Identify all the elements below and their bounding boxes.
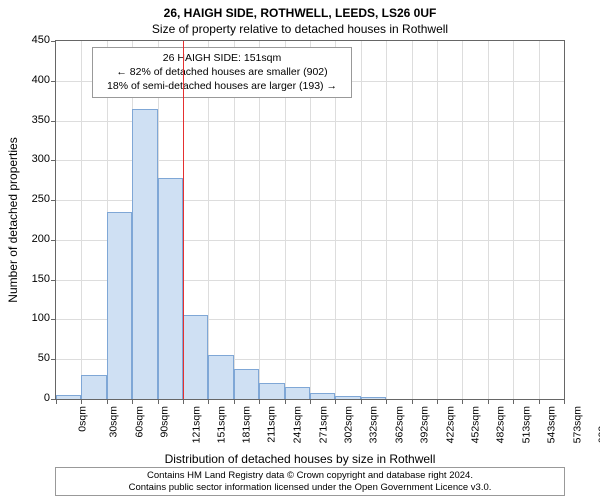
y-tick-label: 50 bbox=[10, 352, 50, 364]
x-tick-label: 271sqm bbox=[317, 406, 329, 443]
x-tick-label: 392sqm bbox=[419, 406, 431, 443]
x-tick-mark bbox=[437, 399, 438, 404]
histogram-bar bbox=[335, 396, 360, 399]
x-tick-mark bbox=[208, 399, 209, 404]
x-tick-label: 0sqm bbox=[77, 406, 89, 432]
y-tick-mark bbox=[51, 81, 56, 82]
x-tick-mark bbox=[234, 399, 235, 404]
annotation-line1: 26 HAIGH SIDE: 151sqm bbox=[99, 51, 345, 65]
y-tick-label: 150 bbox=[10, 273, 50, 285]
x-tick-label: 30sqm bbox=[108, 406, 120, 438]
histogram-bar bbox=[361, 397, 386, 399]
histogram-bar bbox=[107, 212, 132, 399]
histogram-bar bbox=[310, 393, 335, 399]
x-tick-mark bbox=[310, 399, 311, 404]
x-tick-mark bbox=[259, 399, 260, 404]
gridline-vertical bbox=[488, 41, 489, 399]
marker-line bbox=[183, 41, 184, 399]
x-tick-label: 603sqm bbox=[596, 406, 600, 443]
annotation-line3: 18% of semi-detached houses are larger (… bbox=[99, 79, 345, 93]
footer-attribution: Contains HM Land Registry data © Crown c… bbox=[55, 467, 565, 496]
y-tick-mark bbox=[51, 280, 56, 281]
gridline-vertical bbox=[462, 41, 463, 399]
x-tick-label: 332sqm bbox=[368, 406, 380, 443]
histogram-bar bbox=[259, 383, 284, 399]
y-tick-label: 400 bbox=[10, 74, 50, 86]
y-tick-mark bbox=[51, 200, 56, 201]
annotation-box: 26 HAIGH SIDE: 151sqm ← 82% of detached … bbox=[92, 47, 352, 98]
y-tick-mark bbox=[51, 359, 56, 360]
y-tick-label: 0 bbox=[10, 392, 50, 404]
x-tick-mark bbox=[335, 399, 336, 404]
x-tick-mark bbox=[81, 399, 82, 404]
gridline-vertical bbox=[361, 41, 362, 399]
x-tick-mark bbox=[488, 399, 489, 404]
chart-title-line1: 26, HAIGH SIDE, ROTHWELL, LEEDS, LS26 0U… bbox=[0, 0, 600, 20]
x-tick-label: 573sqm bbox=[571, 406, 583, 443]
x-tick-label: 181sqm bbox=[241, 406, 253, 443]
x-tick-label: 362sqm bbox=[393, 406, 405, 443]
x-tick-label: 543sqm bbox=[546, 406, 558, 443]
x-tick-mark bbox=[285, 399, 286, 404]
y-tick-label: 200 bbox=[10, 233, 50, 245]
x-tick-label: 90sqm bbox=[159, 406, 171, 438]
x-tick-mark bbox=[183, 399, 184, 404]
histogram-bar bbox=[234, 369, 259, 399]
y-tick-label: 250 bbox=[10, 193, 50, 205]
x-tick-label: 121sqm bbox=[190, 406, 202, 443]
x-tick-mark bbox=[539, 399, 540, 404]
x-tick-mark bbox=[386, 399, 387, 404]
y-tick-mark bbox=[51, 121, 56, 122]
x-tick-mark bbox=[361, 399, 362, 404]
y-tick-label: 100 bbox=[10, 312, 50, 324]
histogram-bar bbox=[285, 387, 310, 399]
y-tick-mark bbox=[51, 41, 56, 42]
x-tick-mark bbox=[462, 399, 463, 404]
histogram-bar bbox=[132, 109, 157, 399]
y-tick-mark bbox=[51, 399, 56, 400]
x-tick-mark bbox=[513, 399, 514, 404]
histogram-bar bbox=[81, 375, 106, 399]
gridline-vertical bbox=[513, 41, 514, 399]
chart-titles: 26, HAIGH SIDE, ROTHWELL, LEEDS, LS26 0U… bbox=[0, 0, 600, 36]
plot-area: 26 HAIGH SIDE: 151sqm ← 82% of detached … bbox=[55, 40, 565, 400]
x-tick-mark bbox=[564, 399, 565, 404]
y-tick-mark bbox=[51, 240, 56, 241]
x-axis-label: Distribution of detached houses by size … bbox=[0, 452, 600, 466]
x-tick-label: 60sqm bbox=[133, 406, 145, 438]
x-tick-mark bbox=[56, 399, 57, 404]
y-tick-mark bbox=[51, 319, 56, 320]
chart-title-line2: Size of property relative to detached ho… bbox=[0, 20, 600, 36]
y-tick-label: 450 bbox=[10, 34, 50, 46]
gridline-vertical bbox=[437, 41, 438, 399]
histogram-bar bbox=[208, 355, 233, 399]
footer-line1: Contains HM Land Registry data © Crown c… bbox=[60, 470, 560, 481]
gridline-vertical bbox=[539, 41, 540, 399]
x-tick-label: 151sqm bbox=[215, 406, 227, 443]
gridline-vertical bbox=[386, 41, 387, 399]
annotation-line2: ← 82% of detached houses are smaller (90… bbox=[99, 65, 345, 79]
histogram-bar bbox=[158, 178, 183, 399]
x-tick-mark bbox=[107, 399, 108, 404]
footer-line2: Contains public sector information licen… bbox=[60, 482, 560, 493]
histogram-bar bbox=[183, 315, 208, 399]
x-tick-label: 302sqm bbox=[342, 406, 354, 443]
gridline-vertical bbox=[412, 41, 413, 399]
y-tick-mark bbox=[51, 160, 56, 161]
x-tick-label: 241sqm bbox=[292, 406, 304, 443]
x-tick-label: 513sqm bbox=[520, 406, 532, 443]
x-tick-mark bbox=[412, 399, 413, 404]
histogram-bar bbox=[56, 395, 81, 399]
gridline-vertical bbox=[81, 41, 82, 399]
y-tick-label: 350 bbox=[10, 114, 50, 126]
y-tick-label: 300 bbox=[10, 153, 50, 165]
x-tick-mark bbox=[132, 399, 133, 404]
chart-container: 26, HAIGH SIDE, ROTHWELL, LEEDS, LS26 0U… bbox=[0, 0, 600, 500]
x-tick-label: 452sqm bbox=[469, 406, 481, 443]
x-tick-label: 482sqm bbox=[495, 406, 507, 443]
x-tick-label: 211sqm bbox=[265, 406, 277, 443]
x-tick-mark bbox=[158, 399, 159, 404]
x-tick-label: 422sqm bbox=[444, 406, 456, 443]
